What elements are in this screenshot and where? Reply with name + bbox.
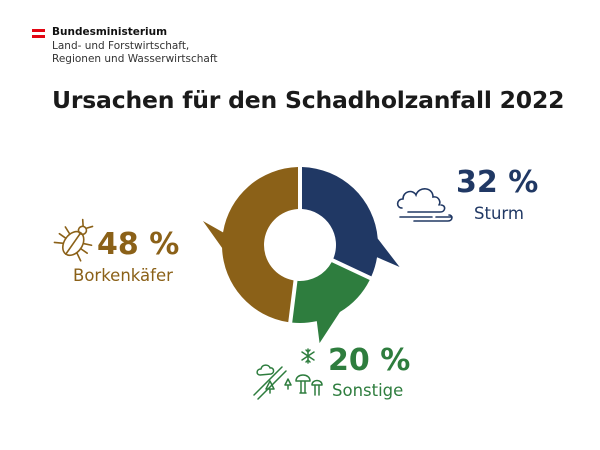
austria-flag-icon (32, 29, 45, 38)
ministry-line-1: Bundesministerium (52, 26, 168, 38)
ministry-line-3: Regionen und Wasserwirtschaft (52, 53, 218, 65)
donut-segment-borkenk-fer (202, 167, 299, 323)
wind-cloud-icon (396, 188, 453, 222)
borkenkaefer-category-label: Borkenkäfer (73, 266, 173, 285)
sturm-category-label: Sturm (474, 204, 524, 223)
sonstige-category-label: Sonstige (332, 381, 404, 400)
sonstige-percent-label: 20 % (328, 343, 411, 378)
chart-title: Ursachen für den Schadholzanfall 2022 (52, 86, 565, 114)
ministry-name: Bundesministerium Land- und Forstwirtsch… (52, 26, 272, 67)
bark-beetle-icon (53, 218, 94, 262)
borkenkaefer-percent-label: 48 % (97, 227, 180, 262)
ministry-line-2: Land- und Forstwirtschaft, (52, 39, 190, 52)
donut-segment-sturm (301, 167, 400, 277)
sturm-percent-label: 32 % (456, 165, 539, 200)
snow-forest-mushroom-icon (253, 348, 323, 400)
donut-segment-sonstige (292, 262, 370, 344)
